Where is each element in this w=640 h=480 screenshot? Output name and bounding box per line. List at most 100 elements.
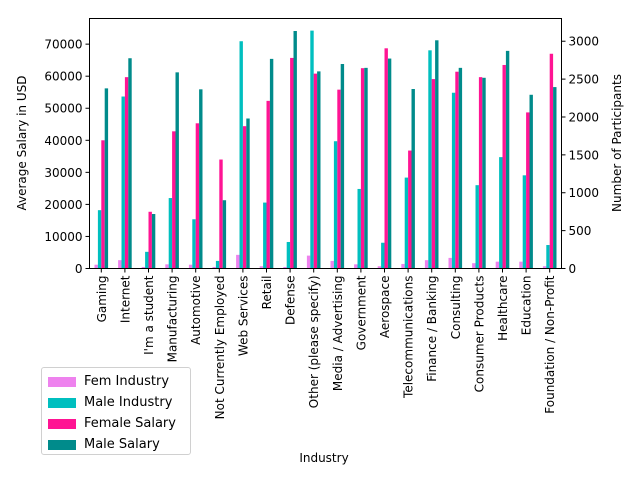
bar-male-industry-other-please-specify (310, 30, 314, 269)
bar-male-salary-healthcare (505, 50, 510, 269)
bar-fem-industry-education (519, 261, 523, 269)
legend-label-male-salary: Male Salary (84, 437, 160, 452)
y-left-tick-label: 50000 (44, 102, 82, 116)
bar-female-salary-retail (266, 100, 270, 269)
right-axis: 0 500 1000 1500 2000 2500 3000 (561, 35, 600, 276)
bar-male-salary-manufacturing (175, 72, 179, 269)
bar-female-salary-internet (124, 77, 129, 269)
bar-male-industry-government (357, 188, 361, 269)
bar-male-industry-retail (263, 202, 267, 269)
legend-swatch-male-salary (48, 439, 76, 450)
bar-male-industry-i-m-a-student (145, 251, 149, 269)
x-tick-label-government: Government (354, 275, 368, 350)
bar-male-industry-consumer-products (475, 185, 479, 269)
x-tick-label-consulting: Consulting (449, 276, 463, 340)
y-axis-left-label: Average Salary in USD (15, 76, 29, 211)
bar-male-salary-finance-banking (435, 40, 439, 269)
bar-fem-industry-telecommunications (401, 263, 405, 269)
bar-male-salary-aerospace (387, 58, 392, 269)
bar-male-salary-internet (128, 58, 132, 269)
bar-male-industry-automotive (192, 219, 196, 269)
x-tick-label-aerospace: Aerospace (378, 276, 392, 339)
bar-fem-industry-retail (259, 266, 264, 269)
bar-female-salary-consulting (455, 71, 459, 269)
x-tick-label-healthcare: Healthcare (496, 276, 510, 341)
bar-female-salary-finance-banking (431, 79, 436, 269)
x-tick-label-education: Education (520, 276, 534, 336)
bar-male-industry-manufacturing (168, 198, 173, 269)
x-tick-label-defense: Defense (284, 276, 298, 325)
x-tick-label-retail: Retail (260, 276, 274, 310)
bar-female-salary-aerospace (384, 48, 388, 269)
legend-item-fem-industry: Fem Industry (48, 371, 190, 392)
bar-male-salary-other-please-specify (317, 71, 321, 269)
bar-fem-industry-defense (283, 266, 287, 269)
bar-female-salary-i-m-a-student (148, 211, 152, 269)
bar-female-salary-telecommunications (408, 150, 412, 269)
bar-female-salary-automotive (195, 123, 200, 269)
bar-male-industry-media-advertising (333, 141, 338, 269)
bar-male-salary-defense (293, 31, 297, 269)
legend-item-male-salary: Male Salary (48, 434, 190, 455)
x-tick-label-foundation-non-profit: Foundation / Non-Profit (543, 275, 557, 414)
y-right-tick-label: 0 (569, 262, 577, 276)
legend-item-female-salary: Female Salary (48, 413, 190, 434)
bar-fem-industry-manufacturing (165, 264, 169, 269)
x-tick-label-consumer-products: Consumer Products (472, 276, 486, 393)
y-right-tick-label: 2000 (569, 110, 600, 124)
y-right-tick-label: 3000 (569, 35, 600, 49)
bar-fem-industry-internet (118, 260, 122, 269)
bar-fem-industry-web-services (236, 254, 240, 269)
bar-male-industry-foundation-non-profit (546, 245, 550, 269)
bar-male-industry-healthcare (499, 157, 503, 269)
bar-male-industry-not-currently-employed (215, 260, 220, 269)
bar-male-salary-web-services (246, 118, 250, 269)
y-left-tick-label: 70000 (44, 38, 82, 52)
bar-male-industry-aerospace (381, 242, 385, 269)
y-left-tick-label: 10000 (44, 230, 82, 244)
bar-female-salary-not-currently-employed (219, 159, 223, 269)
bar-fem-industry-aerospace (377, 266, 382, 269)
y-axis-right-label: Number of Participants (610, 74, 624, 212)
x-tick-label-telecommunications: Telecommunications (402, 276, 416, 399)
bar-male-industry-gaming (97, 210, 102, 269)
bar-male-industry-web-services (239, 41, 243, 269)
bar-male-salary-gaming (104, 88, 109, 269)
bar-fem-industry-media-advertising (330, 260, 334, 269)
x-tick-label-other-please-specify: Other (please specify) (307, 276, 321, 409)
x-tick-label-internet: Internet (118, 275, 132, 323)
x-axis-label: Industry (299, 451, 348, 465)
bar-male-industry-telecommunications (404, 177, 409, 269)
bar-male-industry-defense (286, 241, 291, 269)
bar-fem-industry-consumer-products (472, 263, 476, 269)
bar-male-salary-government (364, 67, 368, 269)
bar-fem-industry-healthcare (495, 261, 500, 269)
bar-female-salary-healthcare (502, 64, 506, 269)
bar-male-salary-consulting (458, 67, 463, 269)
bar-male-industry-education (522, 175, 527, 269)
bar-male-industry-consulting (451, 92, 456, 269)
y-right-tick-label: 1000 (569, 186, 600, 200)
x-tick-label-media-advertising: Media / Advertising (331, 276, 345, 392)
bar-male-salary-automotive (199, 89, 203, 269)
bar-male-salary-foundation-non-profit (553, 87, 557, 269)
y-right-tick-label: 500 (569, 224, 592, 238)
y-right-tick-label: 1500 (569, 148, 600, 162)
x-tick-label-not-currently-employed: Not Currently Employed (213, 276, 227, 420)
y-left-tick-label: 40000 (44, 134, 82, 148)
bar-male-industry-internet (121, 96, 125, 269)
x-axis: Gaming Internet I'm a student Manufacturing… (95, 268, 557, 420)
legend-label-fem-industry: Fem Industry (84, 374, 170, 389)
y-left-tick-label: 0 (75, 262, 83, 276)
bar-female-salary-web-services (242, 126, 247, 269)
bar-fem-industry-government (354, 264, 358, 269)
x-tick-label-gaming: Gaming (95, 276, 109, 323)
y-right-tick-label: 2500 (569, 73, 600, 87)
bar-fem-industry-not-currently-employed (212, 266, 216, 269)
bar-male-salary-media-advertising (340, 64, 345, 269)
bar-male-salary-retail (269, 58, 274, 269)
x-tick-label-finance-banking: Finance / Banking (425, 276, 439, 382)
bar-female-salary-defense (290, 57, 294, 269)
plot-frame (89, 18, 562, 269)
bar-fem-industry-automotive (188, 264, 193, 269)
